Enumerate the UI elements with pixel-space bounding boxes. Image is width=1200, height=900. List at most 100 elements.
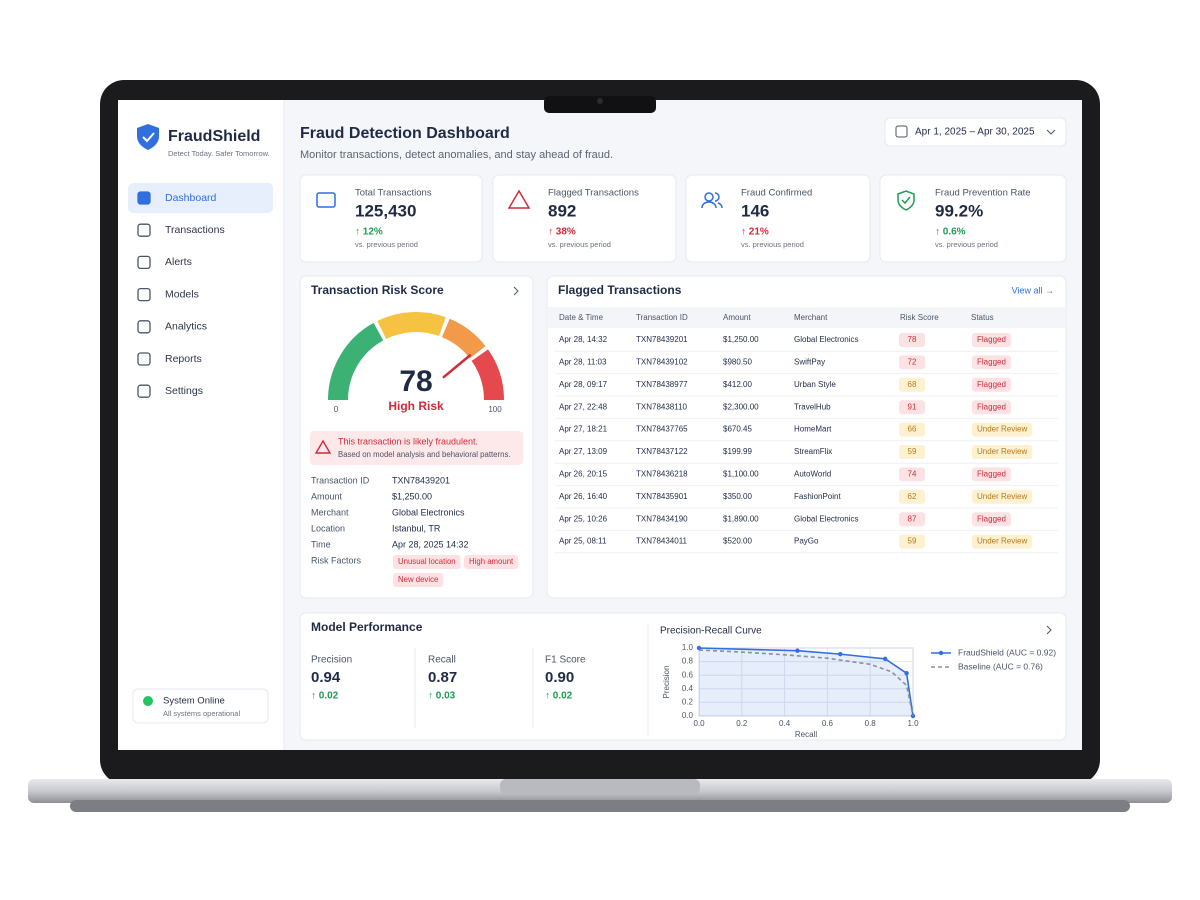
nav-item[interactable]: Settings [165,385,203,397]
gauge-segment [328,322,384,401]
detail-value: Global Electronics [392,507,465,517]
kpi-note: vs. previous period [741,240,804,249]
date-range[interactable]: Apr 1, 2025 – Apr 30, 2025 [915,127,1035,138]
table-cell: Apr 28, 11:03 [559,358,607,367]
kpi-card [879,174,1067,263]
table-cell: $980.50 [723,358,752,367]
risk-factor-bg [393,573,444,587]
laptop-lid-notch [500,779,700,794]
card-title: Transaction Risk Score [311,283,444,297]
risk-chevron[interactable] [513,286,519,296]
view-all-link[interactable]: View all → [1012,285,1054,295]
table-cell: $350.00 [723,492,752,501]
table-cell: Apr 27, 13:09 [559,447,608,456]
metric-label: F1 Score [545,655,586,666]
detail-label: Amount [311,491,343,501]
risk-factor-bg [464,555,519,569]
chart-chevron[interactable] [1046,625,1052,635]
logo-check [142,132,155,143]
kpi-icon [507,189,531,209]
kpi-icon [701,192,723,209]
metric-change: ↑ 0.02 [311,691,339,702]
kpi-label: Fraud Prevention Rate [935,188,1031,199]
kpi-note: vs. previous period [355,240,418,249]
date-chevron[interactable] [1046,129,1056,135]
x-axis-label: Recall [795,730,817,739]
gauge-segment [441,318,486,359]
kpi-change: ↑ 0.6% [935,227,966,238]
table-cell: $1,250.00 [723,335,759,344]
kpi-change: ↑ 21% [741,227,769,238]
column-header: Status [971,313,994,322]
alert-body: Based on model analysis and behavioral p… [338,450,511,459]
risk-score: 59 [908,537,917,546]
status-chip-bg [972,400,1011,415]
table-cell: Urban Style [794,380,836,389]
risk-score: 78 [908,335,917,344]
table-cell: FashionPoint [794,492,841,501]
y-tick-label: 0.2 [682,698,694,707]
gauge-needle [442,354,472,379]
x-tick-label: 0.2 [736,719,748,728]
x-tick-label: 1.0 [907,719,919,728]
table-cell: Apr 28, 09:17 [559,380,608,389]
risk-factor: High amount [469,557,514,566]
kpi-change: ↑ 38% [548,227,576,238]
risk-score-bg [899,445,925,459]
nav-item[interactable]: Analytics [165,321,207,333]
nav-icon [137,320,151,334]
y-tick-label: 1.0 [682,643,694,652]
kpi-change: ↑ 12% [355,227,383,238]
risk-score: 59 [908,447,917,456]
table-cell: TXN78435901 [636,492,688,501]
table-cell: Apr 27, 18:21 [559,425,608,434]
metric-change: ↑ 0.03 [428,691,456,702]
table-cell: HomeMart [794,425,832,434]
table-cell: TXN78436218 [636,470,688,479]
kpi-value: 146 [741,201,769,220]
date-picker[interactable] [884,117,1067,147]
detail-label: Risk Factors [311,555,362,565]
risk-score-bg [899,333,925,347]
risk-score: 74 [908,470,917,479]
nav-item[interactable]: Transactions [165,224,225,236]
nav-icon [137,384,151,398]
table-cell: Apr 25, 08:11 [559,537,607,546]
point [838,651,843,657]
nav-item[interactable]: Reports [165,353,202,365]
kpi-card [685,174,871,263]
table-cell: TXN78439201 [636,335,688,344]
series-line [698,649,914,717]
table-cell: Apr 25, 10:26 [559,514,608,523]
nav-item[interactable]: Dashboard [165,192,217,204]
status-title: System Online [163,696,225,707]
status-chip: Flagged [977,358,1006,367]
status-chip: Flagged [977,335,1006,344]
risk-score-bg [899,467,925,482]
x-tick-label: 0.4 [779,719,791,728]
column-header: Amount [723,313,751,322]
detail-value: Istanbul, TR [392,523,441,533]
table-cell: TXN78439102 [636,358,688,367]
table-cell: Global Electronics [794,514,858,523]
table-cell: $670.45 [723,425,752,434]
status-box [132,688,269,724]
kpi-icon [897,190,915,211]
metric-value: 0.87 [428,669,457,686]
kpi-note: vs. previous period [548,240,611,249]
nav-item[interactable]: Models [165,288,199,300]
calendar-icon [895,125,908,138]
nav-item[interactable]: Alerts [165,256,192,268]
table-cell: TravelHub [794,402,831,411]
legend-marker [938,650,944,656]
status-chip-bg [972,534,1033,549]
table-cell: $2,300.00 [723,402,759,411]
y-tick-label: 0.0 [682,711,694,720]
status-chip: Under Review [977,492,1027,501]
nav-icon [137,191,151,205]
metric-value: 0.90 [545,669,574,686]
status-chip: Under Review [977,537,1027,546]
risk-score: 91 [908,402,917,411]
risk-score: 66 [908,425,917,434]
table-cell: SwiftPay [794,358,825,367]
